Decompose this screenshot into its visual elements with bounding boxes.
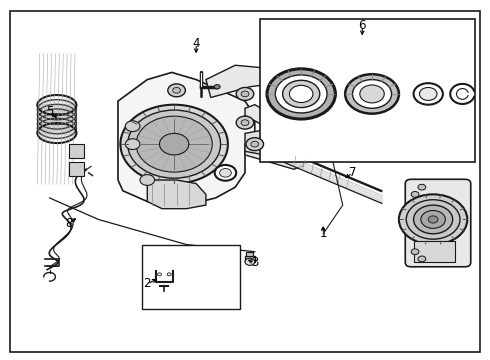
Circle shape (220, 168, 231, 177)
Circle shape (345, 74, 399, 114)
Bar (69, 144, 84, 158)
Circle shape (406, 200, 460, 239)
Bar (246, 252, 253, 256)
Polygon shape (245, 105, 304, 148)
Circle shape (290, 85, 313, 103)
Circle shape (418, 184, 426, 190)
Circle shape (421, 211, 445, 228)
Bar (414, 241, 455, 262)
Circle shape (360, 85, 384, 103)
Text: 5: 5 (46, 105, 53, 118)
Polygon shape (245, 130, 279, 155)
Circle shape (414, 205, 453, 234)
Text: 6: 6 (359, 19, 366, 32)
Bar (69, 162, 84, 176)
Circle shape (236, 87, 254, 100)
Bar (260, 19, 475, 162)
Circle shape (140, 175, 155, 185)
Circle shape (352, 80, 392, 108)
Circle shape (214, 85, 220, 89)
Circle shape (125, 121, 140, 132)
Circle shape (159, 134, 189, 155)
Circle shape (275, 75, 327, 113)
Polygon shape (245, 140, 304, 169)
Circle shape (267, 69, 335, 119)
Polygon shape (147, 180, 206, 209)
Polygon shape (206, 65, 284, 98)
Circle shape (411, 249, 419, 255)
Circle shape (283, 80, 320, 108)
Circle shape (428, 216, 438, 223)
Bar (245, 256, 255, 262)
Circle shape (168, 84, 185, 97)
Polygon shape (118, 72, 255, 205)
Circle shape (246, 138, 264, 150)
Circle shape (411, 192, 419, 197)
Circle shape (419, 87, 437, 100)
Circle shape (215, 165, 236, 181)
Circle shape (128, 110, 220, 178)
Circle shape (158, 273, 161, 276)
Circle shape (121, 105, 228, 184)
Circle shape (245, 258, 255, 265)
Text: 7: 7 (349, 166, 356, 179)
Circle shape (236, 116, 254, 129)
Circle shape (241, 91, 249, 97)
Circle shape (172, 87, 180, 93)
Circle shape (251, 141, 259, 147)
Circle shape (136, 116, 212, 172)
Text: 8: 8 (65, 216, 73, 230)
Text: 4: 4 (193, 37, 200, 50)
Text: 1: 1 (319, 227, 327, 240)
Circle shape (414, 83, 443, 105)
Bar (143, 244, 240, 309)
Text: 2: 2 (144, 278, 151, 291)
Text: 3: 3 (251, 256, 258, 269)
FancyBboxPatch shape (405, 179, 471, 267)
Circle shape (241, 120, 249, 126)
Circle shape (399, 194, 467, 244)
Circle shape (167, 273, 171, 276)
Circle shape (418, 256, 426, 262)
Circle shape (125, 139, 140, 149)
